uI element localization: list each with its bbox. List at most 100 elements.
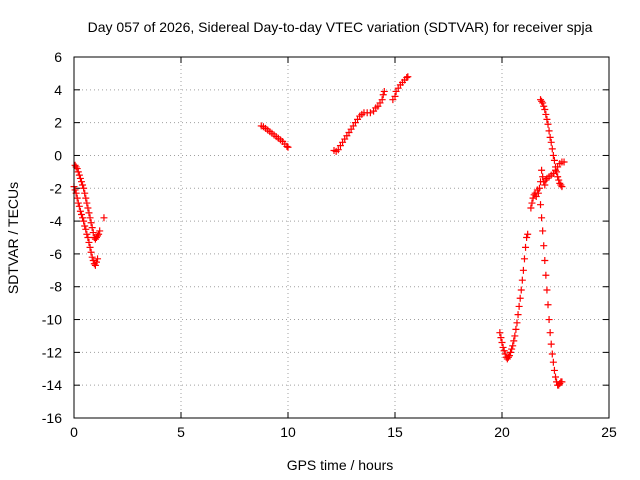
data-point [77, 211, 85, 219]
data-point [541, 256, 549, 264]
data-point [541, 181, 549, 189]
data-point [540, 242, 548, 250]
data-point [507, 348, 515, 356]
data-point [549, 358, 557, 366]
data-point [527, 204, 535, 212]
data-point [84, 204, 92, 212]
data-point [95, 230, 103, 238]
data-point [83, 199, 91, 207]
tick-layer: 0 5 10 15 20 25 -16 -14 -12 -10 -8 -6 -4 -2 0 2 4 6 [42, 49, 617, 440]
data-point [552, 163, 559, 171]
data-point [514, 311, 522, 319]
data-point [555, 176, 563, 184]
x-tick-label: 5 [177, 424, 185, 440]
data-series-3 [330, 73, 412, 155]
data-point [550, 156, 558, 164]
data-point [76, 207, 84, 215]
data-point [538, 214, 546, 222]
data-point [542, 176, 550, 184]
data-point [379, 91, 387, 99]
data-point [79, 214, 87, 222]
chart-title: Day 057 of 2026, Sidereal Day-to-day VTE… [88, 19, 593, 35]
data-point [94, 232, 102, 240]
y-tick-label: 0 [54, 147, 62, 163]
data-point [509, 342, 517, 350]
data-point [557, 181, 565, 189]
data-point [499, 343, 507, 351]
data-point [87, 248, 95, 256]
data-point [80, 217, 88, 225]
data-point [544, 301, 552, 309]
plot-frame [73, 56, 610, 419]
data-point [81, 189, 89, 197]
data-point [513, 319, 521, 327]
data-series-5 [527, 96, 568, 389]
data-point [538, 166, 546, 174]
y-tick-label: -4 [50, 213, 63, 229]
data-point [547, 138, 555, 146]
data-point [74, 199, 82, 207]
data-point [504, 353, 512, 361]
data-point [545, 127, 553, 135]
data-point [75, 171, 83, 179]
data-point [520, 255, 528, 263]
data-point [404, 73, 412, 81]
data-point [547, 340, 555, 348]
data-point [542, 271, 550, 279]
data-point [96, 227, 104, 235]
data-point [542, 110, 550, 118]
y-tick-label: -12 [42, 344, 62, 360]
data-point [553, 168, 561, 176]
data-point [508, 345, 516, 353]
data-point [511, 332, 519, 340]
data-point [517, 286, 525, 294]
data-point [82, 225, 90, 233]
data-point [83, 230, 91, 238]
data-point [73, 194, 81, 202]
data-point [71, 186, 79, 194]
x-tick-label: 20 [494, 424, 510, 440]
data-point [378, 96, 386, 104]
data-point [510, 337, 518, 345]
y-tick-label: 4 [54, 82, 62, 98]
data-point [524, 230, 532, 238]
data-point [522, 243, 530, 251]
data-point [515, 302, 523, 310]
data-point [94, 255, 102, 263]
data-point [543, 286, 551, 294]
data-point [334, 146, 342, 154]
data-point [76, 174, 84, 182]
data-point [366, 109, 374, 117]
data-point [498, 339, 506, 347]
data-point [74, 168, 82, 176]
y-tick-label: -8 [50, 279, 63, 295]
data-point [501, 350, 509, 358]
data-point [100, 214, 108, 222]
data-point [540, 102, 548, 110]
data-point [519, 266, 527, 274]
data-point [79, 181, 87, 189]
data-point [88, 253, 96, 261]
data-point [523, 234, 531, 241]
data-point [554, 173, 562, 181]
data-point [505, 352, 513, 360]
data-point [82, 194, 90, 202]
data-point [545, 316, 553, 324]
data-point [550, 366, 558, 374]
data-point [283, 142, 291, 150]
data-point [548, 350, 556, 358]
data-point [73, 165, 81, 173]
y-tick-label: -2 [50, 180, 63, 196]
data-point [518, 276, 526, 284]
data-point [85, 209, 93, 217]
data-point [546, 133, 554, 141]
data-point [529, 194, 537, 202]
data-point [535, 184, 543, 192]
y-tick-label: -16 [42, 410, 62, 426]
y-axis-label: SDTVAR / TECUs [5, 182, 21, 294]
x-tick-label: 0 [70, 424, 78, 440]
data-point [544, 120, 552, 128]
x-axis-label: GPS time / hours [287, 457, 394, 473]
data-point [81, 222, 89, 230]
data-point [75, 202, 83, 210]
